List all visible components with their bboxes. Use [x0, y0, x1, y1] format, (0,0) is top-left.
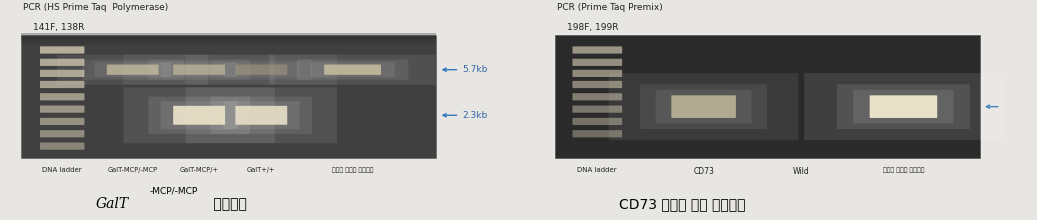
Text: GalT+/+: GalT+/+: [247, 167, 276, 173]
FancyBboxPatch shape: [40, 118, 84, 125]
Text: GalT-MCP/-MCP: GalT-MCP/-MCP: [108, 167, 158, 173]
FancyBboxPatch shape: [82, 60, 184, 80]
FancyBboxPatch shape: [572, 106, 622, 113]
Bar: [21, 40, 436, 43]
Bar: [21, 38, 436, 40]
FancyBboxPatch shape: [853, 90, 954, 123]
FancyBboxPatch shape: [40, 81, 84, 88]
FancyBboxPatch shape: [235, 106, 287, 125]
FancyBboxPatch shape: [40, 130, 84, 137]
FancyBboxPatch shape: [40, 93, 84, 100]
FancyBboxPatch shape: [123, 55, 275, 85]
Text: CD73 유전자 삽입 검정결과: CD73 유전자 삽입 검정결과: [618, 197, 745, 211]
Text: GalT-MCP/+: GalT-MCP/+: [179, 167, 219, 173]
FancyBboxPatch shape: [40, 59, 84, 66]
Bar: [21, 43, 436, 45]
Bar: [21, 35, 436, 158]
FancyBboxPatch shape: [211, 97, 312, 134]
Text: Wild: Wild: [793, 167, 810, 176]
FancyBboxPatch shape: [572, 81, 622, 88]
FancyBboxPatch shape: [297, 60, 409, 80]
FancyBboxPatch shape: [310, 62, 395, 77]
FancyBboxPatch shape: [107, 64, 159, 75]
Text: 198F, 199R: 198F, 199R: [567, 23, 619, 32]
FancyBboxPatch shape: [572, 118, 622, 125]
FancyBboxPatch shape: [640, 84, 767, 129]
FancyBboxPatch shape: [870, 95, 937, 118]
FancyBboxPatch shape: [161, 101, 237, 129]
FancyBboxPatch shape: [804, 73, 1003, 140]
Bar: [21, 35, 436, 38]
Text: CD73: CD73: [693, 167, 714, 176]
Bar: [555, 35, 980, 158]
Text: 141F, 138R: 141F, 138R: [33, 23, 85, 32]
FancyBboxPatch shape: [572, 130, 622, 137]
FancyBboxPatch shape: [223, 62, 300, 77]
Text: DNA ladder: DNA ladder: [43, 167, 82, 173]
FancyBboxPatch shape: [173, 106, 225, 125]
Text: 실험에 사용된 돼지세포: 실험에 사용된 돼지세포: [882, 167, 924, 173]
Text: 검정결과: 검정결과: [209, 197, 248, 211]
FancyBboxPatch shape: [223, 101, 300, 129]
FancyBboxPatch shape: [94, 62, 171, 77]
FancyBboxPatch shape: [655, 90, 752, 123]
FancyBboxPatch shape: [186, 55, 337, 85]
FancyBboxPatch shape: [572, 59, 622, 66]
FancyBboxPatch shape: [148, 60, 250, 80]
FancyBboxPatch shape: [40, 70, 84, 77]
Text: 실험에 사용된 돼지세포: 실험에 사용된 돼지세포: [332, 167, 373, 173]
FancyBboxPatch shape: [57, 55, 208, 85]
Text: 2.3kb: 2.3kb: [463, 111, 487, 120]
Text: -MCP/-MCP: -MCP/-MCP: [149, 187, 198, 196]
FancyBboxPatch shape: [572, 70, 622, 77]
FancyBboxPatch shape: [186, 87, 337, 143]
FancyBboxPatch shape: [671, 95, 736, 118]
FancyBboxPatch shape: [40, 46, 84, 54]
FancyBboxPatch shape: [325, 64, 381, 75]
FancyBboxPatch shape: [211, 60, 312, 80]
FancyBboxPatch shape: [572, 93, 622, 100]
Text: PCR (HS Prime Taq  Polymerase): PCR (HS Prime Taq Polymerase): [23, 3, 168, 12]
FancyBboxPatch shape: [609, 73, 798, 140]
FancyBboxPatch shape: [123, 87, 275, 143]
Text: GalT: GalT: [95, 197, 129, 211]
FancyBboxPatch shape: [161, 62, 237, 77]
FancyBboxPatch shape: [270, 55, 436, 85]
FancyBboxPatch shape: [173, 64, 225, 75]
FancyBboxPatch shape: [148, 97, 250, 134]
Text: 5.7kb: 5.7kb: [463, 65, 487, 74]
FancyBboxPatch shape: [572, 46, 622, 54]
Text: DNA ladder: DNA ladder: [578, 167, 617, 173]
FancyBboxPatch shape: [837, 84, 970, 129]
FancyBboxPatch shape: [40, 143, 84, 150]
FancyBboxPatch shape: [235, 64, 287, 75]
Text: PCR (Prime Taq Premix): PCR (Prime Taq Premix): [557, 3, 663, 12]
Bar: [21, 33, 436, 35]
FancyBboxPatch shape: [40, 106, 84, 113]
